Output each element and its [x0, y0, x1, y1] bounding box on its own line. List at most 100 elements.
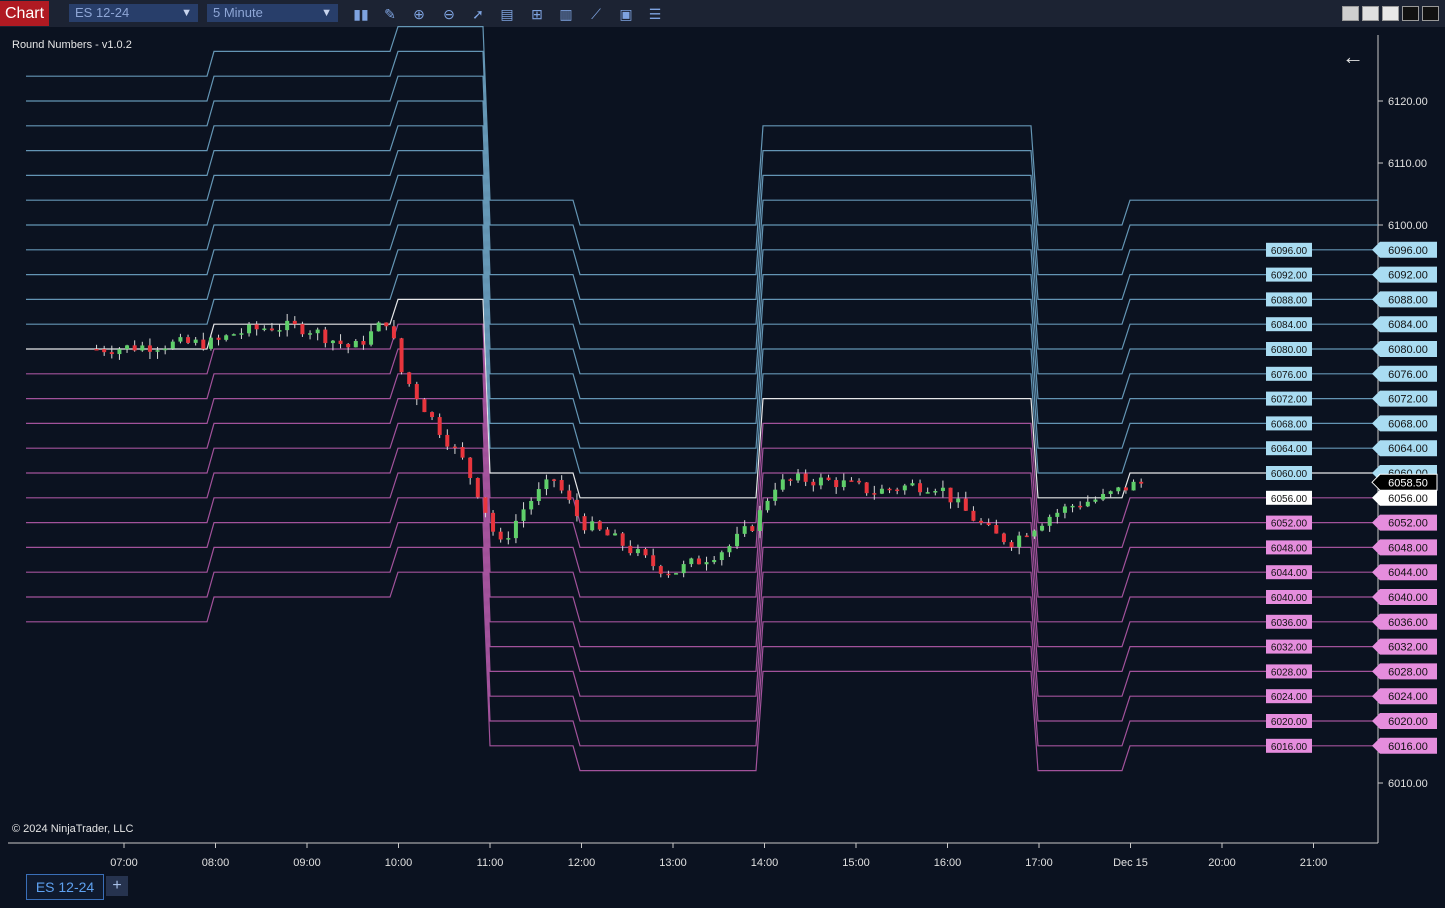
candle-body [757, 510, 762, 532]
templates-icon[interactable]: ▣ [619, 6, 633, 22]
round-number-tag [1266, 292, 1312, 307]
candle-body [1001, 533, 1006, 543]
x-tick-label: 14:00 [751, 857, 779, 869]
candle-body [140, 345, 145, 351]
round-number-tag-label: 6080.00 [1271, 345, 1308, 356]
zoom-in-icon[interactable]: ⊕ [413, 6, 425, 22]
candle-body [201, 339, 206, 349]
axis-price-marker-label: 6084.00 [1388, 319, 1428, 331]
axis-price-marker-label: 6016.00 [1388, 741, 1428, 753]
drawing-pencil-icon[interactable]: ✎ [384, 6, 396, 22]
candle-body [102, 349, 107, 353]
round-number-tag [1266, 565, 1312, 580]
instrument-selector[interactable]: ES 12-24 ▼ [69, 4, 198, 22]
candle-body [742, 526, 747, 534]
pointer-icon[interactable]: ➚ [472, 6, 484, 22]
bar-type-icon[interactable]: ▮▮ [353, 6, 369, 22]
candle-body [163, 348, 168, 351]
candle-body [498, 531, 503, 540]
chart-window-tab[interactable]: Chart [0, 1, 49, 26]
candle-body [353, 341, 358, 348]
candle-body [491, 512, 496, 532]
axis-price-marker-label: 6064.00 [1388, 443, 1428, 455]
candle-body [849, 480, 854, 482]
interval-selector[interactable]: 5 Minute ▼ [207, 4, 338, 22]
bottom-tab-bar [0, 874, 1445, 908]
candle-body [346, 343, 351, 348]
axis-price-marker [1372, 589, 1437, 605]
round-number-tag [1266, 416, 1312, 431]
tab-es-12-24[interactable]: ES 12-24 [26, 874, 104, 900]
candle-body [384, 322, 389, 327]
minimize-button[interactable] [1342, 6, 1359, 21]
candle-body [262, 328, 267, 330]
indicators-icon[interactable]: ▥ [559, 6, 573, 22]
tile-button[interactable] [1382, 6, 1399, 21]
close-button[interactable] [1422, 6, 1439, 21]
candle-body [933, 491, 938, 493]
round-number-tag [1266, 366, 1312, 381]
candle-body [452, 446, 457, 449]
zoom-out-icon[interactable]: ⊖ [443, 6, 455, 22]
axis-price-marker-label: 6056.00 [1388, 493, 1428, 505]
candle-body [635, 549, 640, 554]
candle-body [430, 412, 435, 418]
candle-body [147, 345, 152, 352]
round-number-line [26, 100, 1378, 300]
candle-body [460, 447, 465, 458]
candle-body [300, 324, 305, 335]
round-number-tag [1266, 689, 1312, 704]
x-tick-label: 07:00 [110, 857, 138, 869]
axis-price-marker [1372, 291, 1437, 308]
x-tick-label: 17:00 [1025, 857, 1053, 869]
axis-price-marker-label: 6020.00 [1388, 716, 1428, 728]
chart-panel[interactable] [8, 35, 1378, 843]
restore-button[interactable] [1362, 6, 1379, 21]
candle-body [773, 489, 778, 501]
data-box-icon[interactable]: ▤ [500, 6, 514, 22]
axis-price-marker-label: 6088.00 [1388, 294, 1428, 306]
candle-body [712, 560, 717, 563]
candle-body [292, 320, 297, 325]
strategies-icon[interactable]: ⟋ [591, 6, 601, 22]
maximize-button[interactable] [1402, 6, 1419, 21]
candle-body [1017, 535, 1022, 548]
candle-body [605, 529, 610, 536]
y-tick-label: 6100.00 [1388, 220, 1428, 232]
round-number-tag-label: 6076.00 [1271, 370, 1308, 381]
candle-body [918, 483, 923, 493]
candle-body [1123, 487, 1128, 491]
candle-body [216, 337, 221, 340]
candle-body [689, 558, 694, 565]
candle-body [559, 480, 564, 491]
y-tick-label: 6010.00 [1388, 778, 1428, 790]
list-icon[interactable]: ☰ [648, 6, 662, 22]
round-number-line [26, 348, 1378, 549]
round-number-tag-label: 6048.00 [1271, 543, 1308, 554]
round-number-tag [1266, 714, 1312, 728]
round-number-tag-label: 6064.00 [1271, 444, 1308, 455]
add-tab-button[interactable]: + [106, 876, 128, 896]
axis-price-marker [1372, 737, 1437, 754]
round-number-tag [1266, 391, 1312, 406]
candle-body [719, 552, 724, 561]
properties-icon[interactable]: ⊞ [531, 6, 543, 22]
candle-body [1093, 499, 1098, 502]
candle-body [132, 345, 137, 351]
round-number-line [26, 75, 1378, 276]
candle-body [125, 345, 130, 350]
x-tick-label: 11:00 [477, 857, 504, 869]
back-arrow-icon[interactable]: ← [1342, 44, 1364, 69]
candle-body [696, 558, 701, 565]
x-tick-label: 15:00 [842, 857, 870, 869]
candle-body [247, 324, 252, 334]
candle-body [788, 479, 793, 481]
x-tick-label: 21:00 [1300, 857, 1328, 869]
candle-body [529, 501, 534, 510]
candle-body [803, 473, 808, 482]
round-number-tag [1266, 466, 1312, 480]
candle-body [1047, 516, 1052, 526]
round-number-tag [1266, 664, 1312, 679]
round-number-line [26, 521, 1378, 722]
round-number-tag-label: 6056.00 [1271, 494, 1308, 505]
